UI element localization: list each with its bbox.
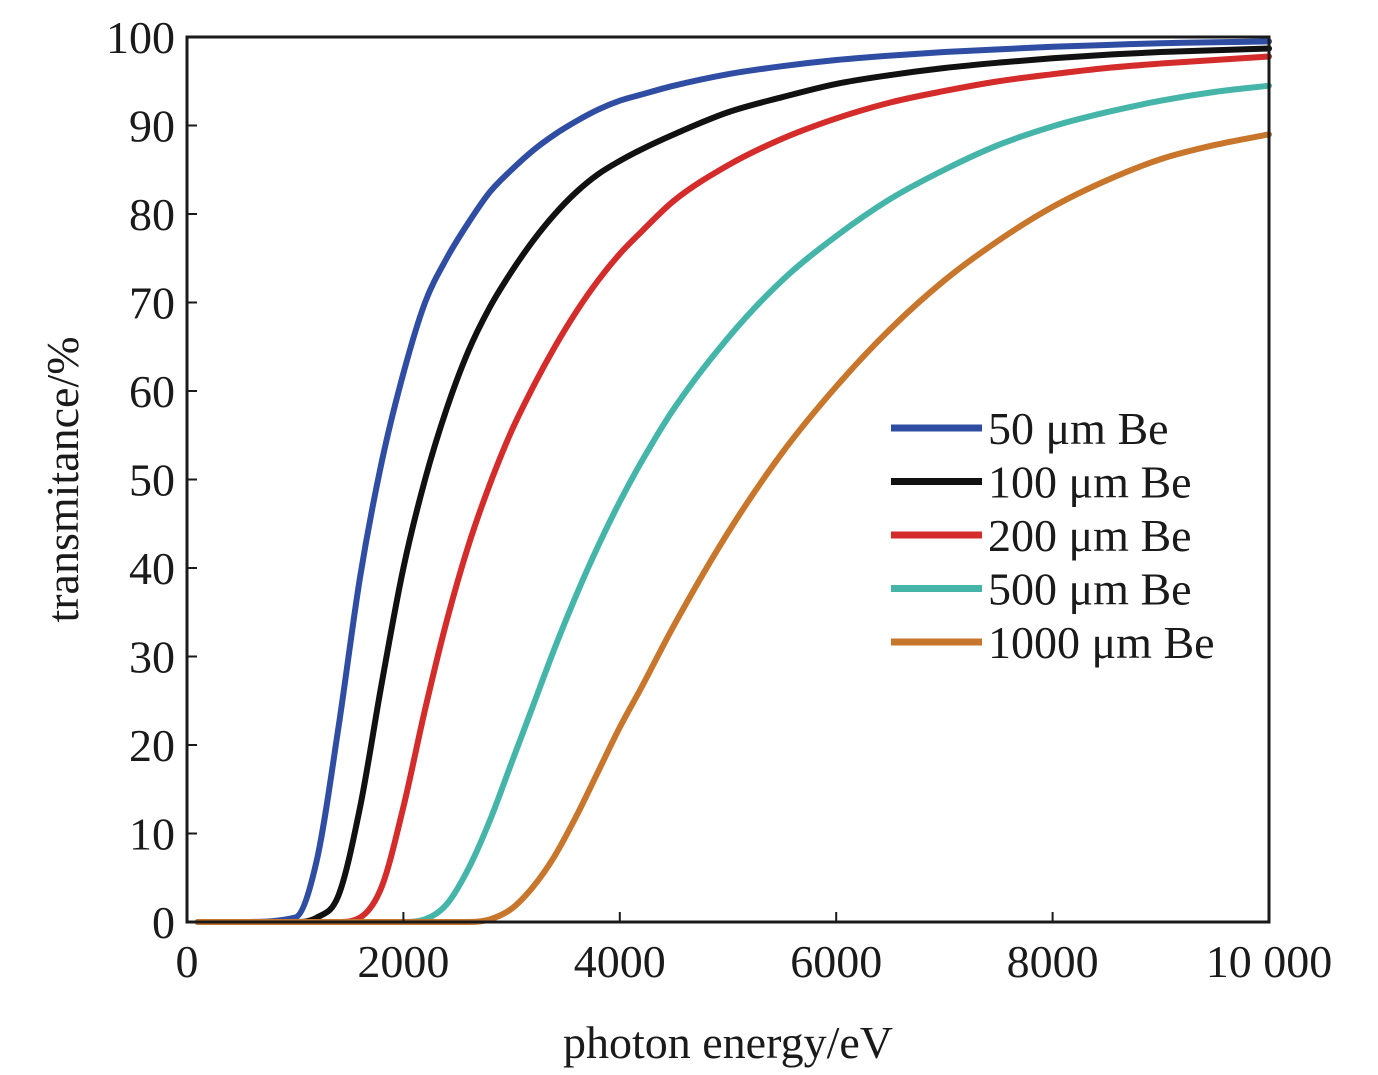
legend-label-2: 100 μm Be <box>988 457 1192 508</box>
y-tick-label: 60 <box>129 366 175 417</box>
x-tick-label: 4000 <box>574 936 666 987</box>
tick-labels: 0 2000 4000 6000 8000 10 000 0 10 20 30 40 50 60 70 80… <box>106 12 1332 987</box>
y-tick-label: 90 <box>129 101 175 152</box>
y-tick-label: 70 <box>129 278 175 329</box>
y-tick-label: 30 <box>129 632 175 683</box>
legend-label-3: 200 μm Be <box>988 510 1192 561</box>
y-tick-label: 20 <box>129 720 175 771</box>
x-tick-label: 0 <box>176 936 199 987</box>
x-tick-label: 8000 <box>1007 936 1099 987</box>
x-tick-label: 10 000 <box>1206 936 1333 987</box>
legend-label-1: 50 μm Be <box>988 403 1169 454</box>
series-line-2 <box>194 45 1272 925</box>
axis-ticks <box>186 36 1270 923</box>
y-tick-label: 100 <box>106 12 175 63</box>
legend-label-5: 1000 μm Be <box>988 617 1215 668</box>
x-axis-title: photon energy/eV <box>563 1017 893 1068</box>
y-tick-label: 80 <box>129 189 175 240</box>
y-tick-label: 0 <box>152 897 175 948</box>
y-tick-label: 50 <box>129 455 175 506</box>
x-tick-label: 6000 <box>790 936 882 987</box>
y-tick-label: 40 <box>129 543 175 594</box>
legend-label-4: 500 μm Be <box>988 564 1192 615</box>
series-line-1 <box>194 38 1272 925</box>
x-tick-label: 2000 <box>357 936 449 987</box>
series-line-3 <box>194 53 1272 925</box>
y-axis-title: transmitance/% <box>37 336 88 622</box>
y-tick-label: 10 <box>129 809 175 860</box>
